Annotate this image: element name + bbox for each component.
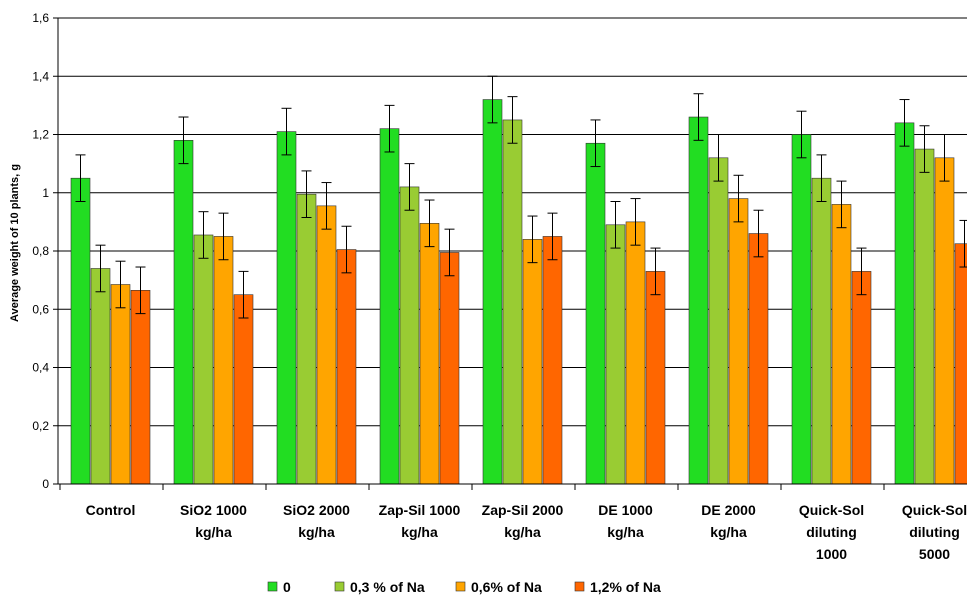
category-label: DE 2000 [701,502,756,518]
category-label: Control [86,502,136,518]
y-tick-label: 1,6 [32,11,49,25]
category-label: kg/ha [298,524,335,540]
category-label: SiO2 2000 [283,502,350,518]
legend: 0 0,3 % of Na 0,6% of Na 1,2% of Na [267,579,661,595]
category-label: Zap-Sil 2000 [482,502,564,518]
bar [542,236,563,485]
category-label: diluting [806,524,857,540]
category-label: DE 1000 [598,502,653,518]
bar [645,271,666,485]
legend-swatch [455,581,466,592]
bar [90,268,111,485]
category-label: kg/ha [195,524,232,540]
bar [522,239,543,485]
bar [316,205,337,485]
category-label: kg/ha [401,524,438,540]
bar [791,134,812,485]
bar [585,142,606,485]
bar [193,234,214,485]
bar [482,99,503,485]
labels: 0 0,2 0,4 0,6 0,8 1 1,2 1,4 1,6 Control SiO2 1000 k… [32,11,967,562]
bar [70,177,91,485]
bars [70,75,967,485]
bar [954,243,967,485]
bar [934,157,955,485]
bar [502,119,523,485]
bar [399,186,420,485]
bar [728,198,749,485]
y-tick-label: 1,2 [32,128,49,142]
bar [851,271,872,485]
y-tick-label: 0,8 [32,244,49,258]
bar [276,131,297,485]
y-tick-label: 1 [42,186,49,200]
y-tick-label: 0 [42,477,49,491]
bar [336,249,357,485]
legend-label: 0,6% of Na [471,579,542,595]
bar [130,290,151,485]
bar [708,157,729,485]
bar [379,128,400,485]
bar [213,236,234,485]
axes [53,17,967,490]
category-label: 1000 [816,546,847,562]
bar [419,223,440,485]
legend-label: 1,2% of Na [590,579,661,595]
legend-label: 0 [283,579,291,595]
category-label: diluting [909,524,960,540]
y-tick-label: 0,4 [32,361,49,375]
bar [748,233,769,485]
category-label: SiO2 1000 [180,502,247,518]
bar [173,140,194,485]
bar [688,116,709,485]
bar [605,224,626,485]
category-label: 5000 [919,546,950,562]
bar [110,284,131,485]
category-label: Quick-Sol [902,502,967,518]
bar [625,221,646,485]
category-label: Quick-Sol [799,502,864,518]
bar [439,252,460,485]
legend-swatch [267,581,278,592]
bar [914,148,935,485]
bar [811,177,832,485]
legend-swatch [574,581,585,592]
category-label: kg/ha [504,524,541,540]
category-label: kg/ha [710,524,747,540]
y-axis-label: Average weight of 10 plants, g [9,164,21,322]
legend-label: 0,3 % of Na [350,579,425,595]
y-tick-label: 0,6 [32,302,49,316]
legend-swatch [334,581,345,592]
category-label: Zap-Sil 1000 [379,502,461,518]
y-tick-label: 0,2 [32,419,49,433]
bar [296,193,317,485]
y-tick-label: 1,4 [32,69,49,83]
category-label: kg/ha [607,524,644,540]
bar [894,122,915,485]
bar [831,204,852,485]
bar [233,294,254,485]
